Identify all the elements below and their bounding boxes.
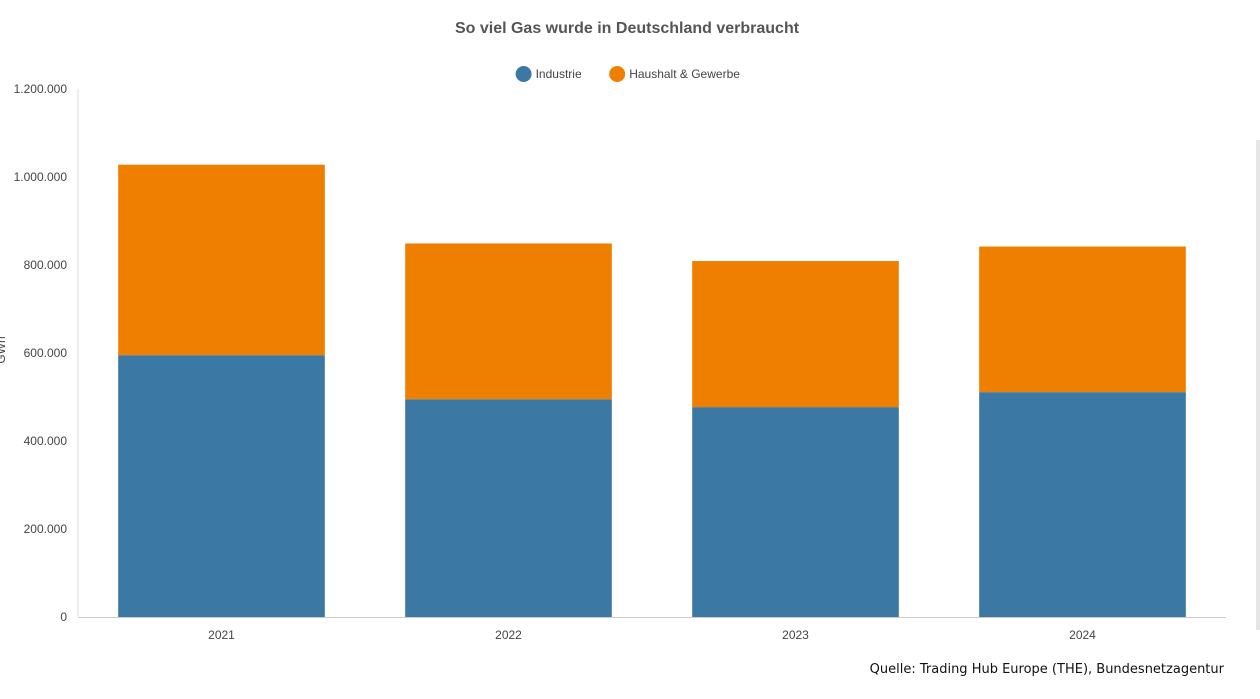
x-axis: 2021 2022 2023 2024 (78, 617, 1226, 642)
legend[interactable]: Industrie Haushalt & Gewerbe (515, 66, 741, 82)
bar-2022-haushalt-gewerbe[interactable] (405, 243, 612, 400)
y-tick-label: 200.000 (24, 522, 68, 536)
legend-label: Industrie (536, 67, 582, 81)
chart-title: So viel Gas wurde in Deutschland verbrau… (455, 20, 800, 37)
bar-2023-industrie[interactable] (692, 407, 899, 617)
source-note: Quelle: Trading Hub Europe (THE), Bundes… (869, 662, 1224, 677)
y-axis-title: GWh (0, 336, 8, 363)
bar-2024-haushalt-gewerbe[interactable] (979, 246, 1186, 393)
bar-2023-haushalt-gewerbe[interactable] (692, 261, 899, 408)
y-tick-label: 600.000 (24, 346, 68, 360)
bar-2021-industrie[interactable] (118, 355, 325, 617)
x-tick-label: 2023 (782, 628, 809, 642)
bars-group (118, 164, 1186, 617)
y-tick-label: 400.000 (24, 434, 68, 448)
x-tick-label: 2024 (1069, 628, 1096, 642)
legend-swatch (609, 66, 626, 82)
bar-2022-industrie[interactable] (405, 399, 612, 617)
scroll-edge (1256, 140, 1260, 630)
legend-item-industrie[interactable]: Industrie (515, 66, 582, 82)
y-tick-label: 800.000 (24, 258, 68, 272)
x-tick-label: 2021 (208, 628, 235, 642)
y-tick-label: 1.000.000 (14, 170, 68, 184)
legend-label: Haushalt & Gewerbe (629, 67, 740, 81)
y-axis: 0 200.000 400.000 600.000 800.000 1.000.000 1.… (0, 82, 79, 624)
y-tick-label: 1.200.000 (14, 82, 68, 96)
legend-item-haushalt-gewerbe[interactable]: Haushalt & Gewerbe (609, 66, 740, 82)
bar-2024-industrie[interactable] (979, 392, 1186, 617)
bar-2021-haushalt-gewerbe[interactable] (118, 164, 325, 356)
x-tick-label: 2022 (495, 628, 522, 642)
legend-swatch (515, 66, 532, 82)
y-tick-label: 0 (60, 610, 67, 624)
